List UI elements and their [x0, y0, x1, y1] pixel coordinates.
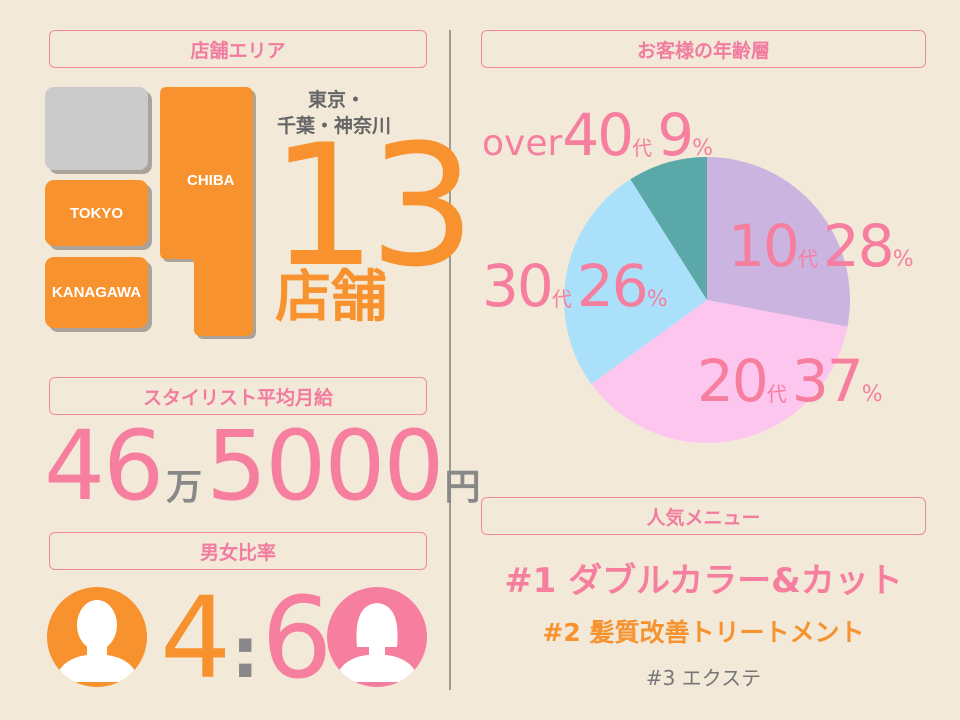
salary-header: スタイリスト平均月給	[49, 377, 427, 415]
age-header: お客様の年齢層	[481, 30, 926, 68]
map-label-chiba: CHIBA	[187, 172, 235, 189]
male-avatar-icon	[47, 587, 147, 687]
map-block-kanagawa: KANAGAWA	[45, 257, 148, 328]
map-block-other	[45, 87, 148, 170]
menu-header: 人気メニュー	[481, 497, 926, 535]
male-ratio: 4	[160, 574, 231, 704]
female-avatar-icon	[327, 587, 427, 687]
region-line-2: 千葉・神奈川	[277, 115, 392, 137]
map-block-chiba	[160, 87, 256, 339]
divider	[449, 30, 451, 690]
age-label-30s: 30代 26%	[482, 252, 668, 320]
store-area-header: 店舗エリア	[49, 30, 427, 68]
salary-man-value: 46	[44, 410, 164, 522]
menu-item-3: #3 エクステ	[645, 666, 762, 690]
gender-header: 男女比率	[49, 532, 427, 570]
salary-man-unit: 万	[166, 467, 203, 508]
salary-value-rest: 5000	[206, 410, 444, 522]
map-block-tokyo: TOKYO	[45, 180, 148, 246]
pie-slice-0	[707, 157, 851, 327]
salary-value: 46 万5000円	[44, 418, 481, 514]
menu-item-2: #2 髪質改善トリートメント	[542, 618, 865, 647]
pie-slice-3	[630, 157, 707, 300]
pie-slice-1	[591, 300, 848, 444]
menu-item-1: #1 ダブルカラー&カット	[504, 561, 903, 601]
pie-slice-2	[564, 179, 707, 385]
gender-ratio: 4:6	[160, 583, 333, 695]
age-label-10s: 10代 28%	[728, 212, 914, 280]
store-count-unit: 店舗	[275, 265, 387, 330]
ratio-separator: :	[231, 612, 260, 694]
age-label-20s: 20代 37%	[697, 347, 883, 415]
store-count: 13	[270, 108, 476, 304]
region-line-1: 東京・	[308, 89, 366, 111]
salary-yen-unit: 円	[444, 467, 481, 508]
female-ratio: 6	[261, 574, 332, 704]
age-label-over40: over40代 9%	[482, 101, 713, 169]
